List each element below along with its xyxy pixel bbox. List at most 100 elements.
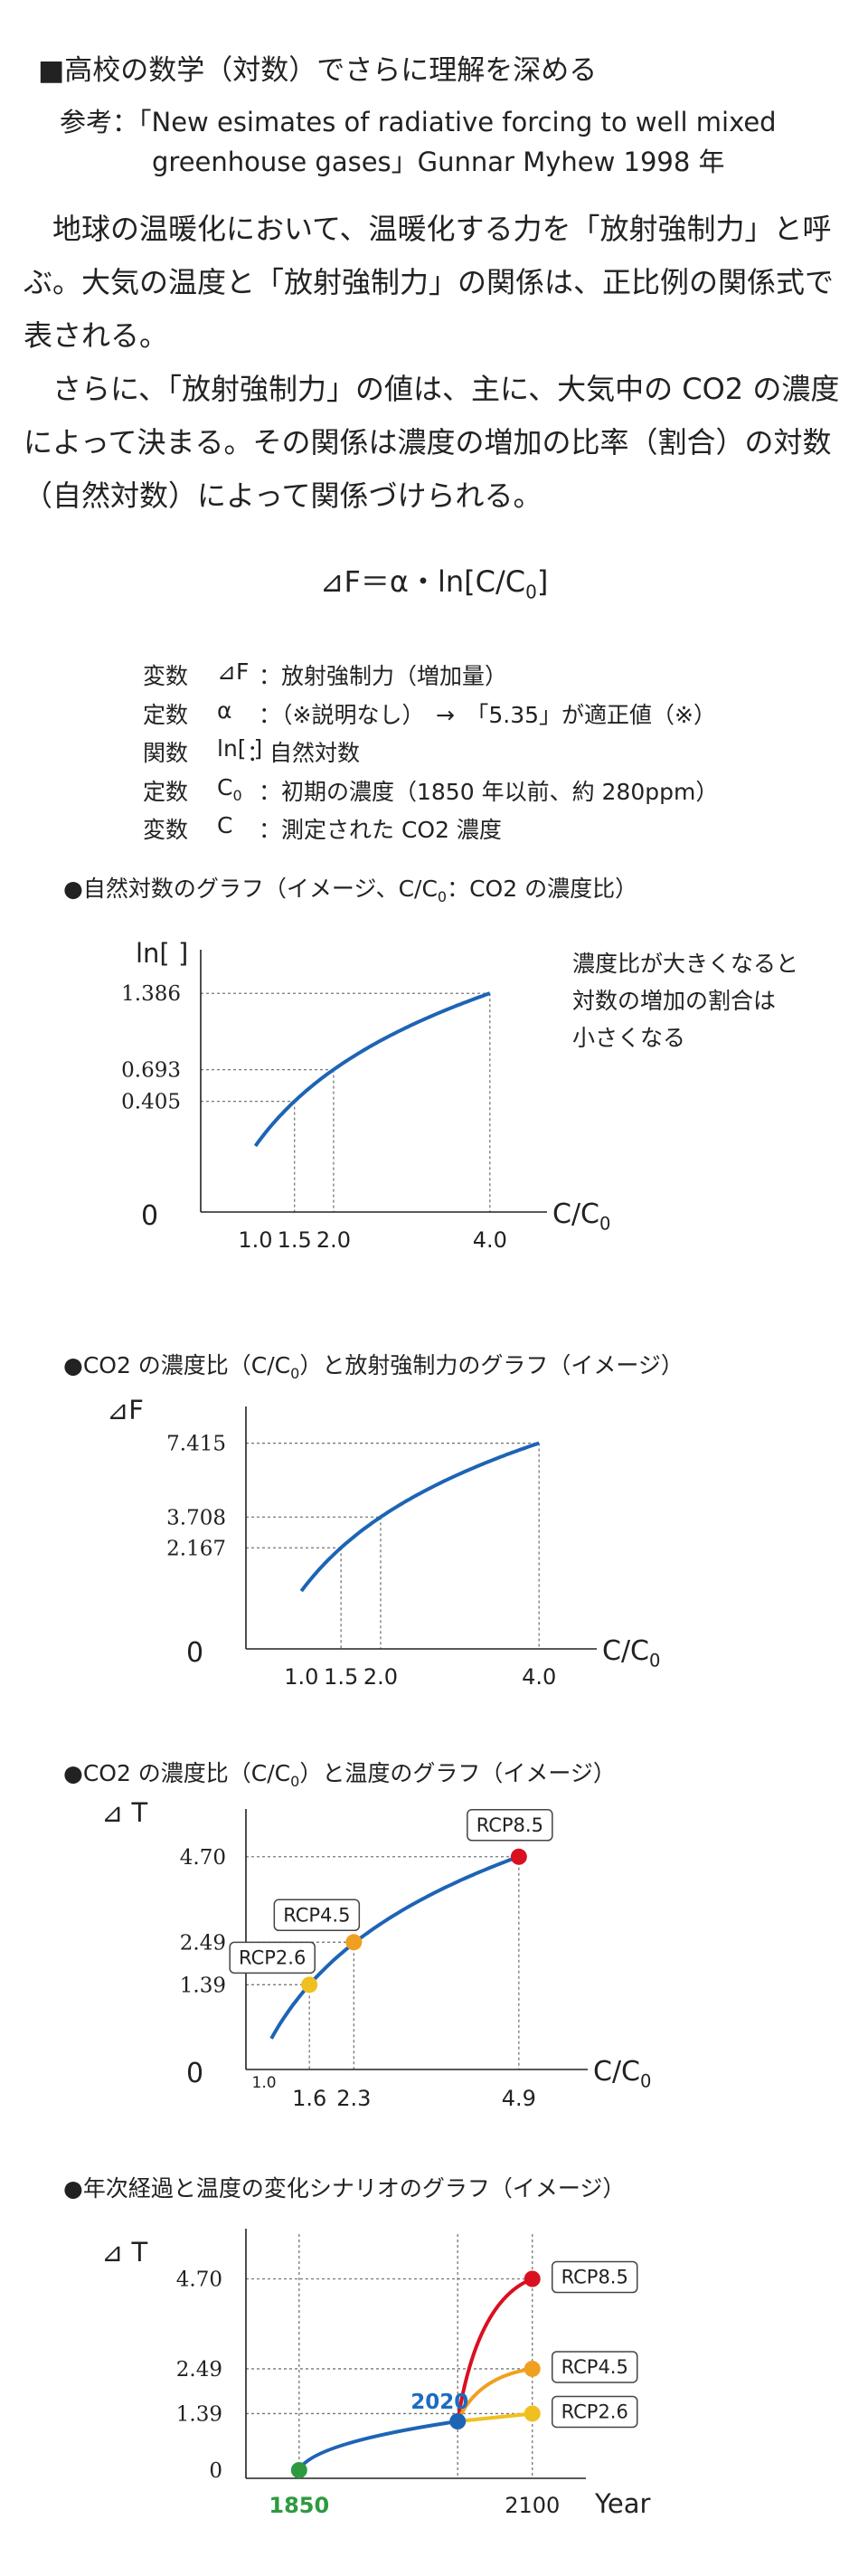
chart3-x-tick-label: 1.0 [252, 2074, 277, 2092]
paragraph-co2-log: さらに、「放射強制力」の値は、主に、大気中の CO2 の濃度によって決まる。その… [24, 372, 840, 513]
chart4-label-box [551, 2351, 638, 2383]
chart2-origin-label: 0 [186, 1637, 203, 1669]
formula-main: ⊿F＝α・ln[C/C [319, 564, 526, 599]
variable-desc: ：初期の濃度（1850 年以前、約 280ppm） [259, 779, 719, 805]
variable-symbol-main: C [217, 774, 233, 800]
chart1-natural-log: 0.405 0.693 1.386 1.0 1.5 2.0 4.0 0 C/C0 ln[ ] [0, 914, 868, 1257]
chart4-y-tick-label: 4.70 [176, 2268, 222, 2292]
chart3-point-rcp45 [345, 1934, 363, 1951]
chart4-svg: RCP8.5 RCP4.5 RCP2.6 2020 1850 2100 0 1.39 2.49 4… [101, 2229, 650, 2519]
chart4-label-2020: 2020 [410, 2391, 468, 2414]
chart1-annotation-line: 濃度比が大きくなると [572, 951, 799, 977]
chart3-title: ●CO2 の濃度比（C/C0）と温度のグラフ（イメージ） [63, 1756, 616, 1790]
chart4-scenario-end-point [524, 2360, 541, 2377]
chart2-y-tick-label: 2.167 [166, 1537, 226, 1560]
chart4-label-rcp85: RCP8.5 [561, 2267, 628, 2288]
chart3-x-label: C/C0 [593, 2056, 651, 2092]
chart2-radiative-forcing: 2.167 3.708 7.415 1.0 1.5 2.0 4.0 0 C/C0 ⊿F [0, 1384, 868, 1700]
chart2-x-tick-label: 1.5 [324, 1664, 358, 1690]
chart4-y-tick-label: 2.49 [176, 2358, 222, 2382]
variable-symbol-sub: 0 [232, 787, 242, 804]
chart4-point-2020 [449, 2413, 467, 2429]
chart4-scenario-rcp26 [457, 2411, 533, 2423]
variable-kind: 定数 [143, 702, 189, 728]
chart2-x-tick-label: 4.0 [522, 1664, 556, 1690]
paragraph-radiative-forcing: 地球の温暖化において、温暖化する力を「放射強制力」と呼ぶ。大気の温度と「放射強制… [24, 212, 835, 353]
chart4-y-label: ⊿ T [101, 2237, 148, 2268]
formula: ⊿F＝α・ln[C/C0] [0, 559, 868, 602]
chart3-x-label-sub: 0 [640, 2071, 651, 2092]
chart4-point-1850 [290, 2462, 307, 2478]
chart4-x-label: Year [594, 2488, 650, 2519]
chart1-annotation: 濃度比が大きくなると 対数の増加の割合は 小さくなる [572, 945, 798, 1056]
chart3-title-pre: ●CO2 の濃度比（C/C [63, 1760, 291, 1786]
chart3-svg: 1.392.494.701.01.6 2.3 4.90 C/C0⊿ TRCP2.6RC… [101, 1797, 651, 2111]
chart2-x-tick-label: 2.0 [363, 1664, 398, 1690]
variable-kind: 変数 [143, 663, 189, 689]
chart1-x-tick-label: 2.0 [316, 1227, 351, 1253]
reference-line-1: 参考：「New esimates of radiative forcing to… [60, 107, 777, 137]
chart1-annotation-line: 小さくなる [572, 1025, 686, 1051]
chart4-x-tick-label-2100: 2100 [505, 2493, 560, 2518]
chart1-x-tick-label: 4.0 [473, 1227, 507, 1253]
variable-symbol: C0 [217, 774, 242, 804]
variable-desc: ：測定された CO2 濃度 [259, 817, 502, 843]
chart3-y-tick-label: 4.70 [180, 1846, 226, 1870]
chart3-title-post: ）と温度のグラフ（イメージ） [299, 1760, 616, 1786]
chart3-temperature: 1.39 2.49 4.70 1.0 1.6 2.3 4.9 0 C/C0 ⊿ T RCP2.6 RC… [0, 1797, 868, 2117]
chart4-scenario-rcp85 [456, 2277, 533, 2422]
chart3-label-box [467, 1809, 553, 1842]
chart4-title: ●年次経過と温度の変化シナリオのグラフ（イメージ） [63, 2171, 625, 2203]
variable-desc: ：（※説明なし） → 「5.35」が適正値（※） [259, 702, 717, 728]
variable-symbol: C [217, 812, 233, 838]
chart3-label-rcp26: RCP2.6 [239, 1946, 306, 1968]
chart4-scenarios: RCP8.5 RCP4.5 RCP2.6 2020 1850 2100 0 1.39 2.49 4… [0, 2216, 868, 2519]
chart1-title-pre: ●自然対数のグラフ（イメージ、C/C [63, 876, 438, 902]
chart2-x-label: C/C0 [602, 1635, 660, 1672]
chart1-y-tick-label: 0.693 [121, 1059, 181, 1083]
chart3-origin-label: 0 [186, 2058, 203, 2089]
chart1-title: ●自然対数のグラフ（イメージ、C/C0：CO2 の濃度比） [63, 871, 637, 905]
chart2-title-pre: ●CO2 の濃度比（C/C [63, 1352, 291, 1378]
variable-desc: ：放射強制力（増加量） [259, 663, 508, 689]
chart4-title-pre: ●年次経過と温度の変化シナリオのグラフ（イメージ） [63, 2175, 626, 2202]
chart4-label-box [551, 2395, 638, 2429]
variable-desc: ：自然対数 [247, 740, 361, 766]
chart4-scenario-rcp45 [456, 2366, 533, 2422]
chart4-scenario-end-point [524, 2270, 541, 2287]
chart1-origin-label: 0 [141, 1200, 158, 1232]
chart2-title-post: ）と放射強制力のグラフ（イメージ） [299, 1352, 684, 1378]
chart3-y-tick-label: 1.39 [180, 1974, 226, 1997]
chart4-y-tick-label: 0 [209, 2459, 222, 2483]
chart4-label-box [551, 2260, 638, 2294]
chart1-y-tick-label: 1.386 [121, 982, 181, 1006]
chart1-x-tick-label: 1.0 [238, 1227, 272, 1253]
chart2-y-label: ⊿F [107, 1395, 144, 1425]
chart2-x-tick-label: 1.0 [284, 1664, 318, 1690]
chart2-title: ●CO2 の濃度比（C/C0）と放射強制力のグラフ（イメージ） [63, 1348, 684, 1382]
chart2-curve [299, 1441, 540, 1593]
chart3-x-tick-label: 4.9 [502, 2086, 536, 2111]
page-heading: ■高校の数学（対数）でさらに理解を深める [38, 54, 598, 87]
chart3-label-rcp45: RCP4.5 [283, 1904, 350, 1926]
chart1-curve [253, 991, 491, 1148]
chart1-x-tick-label: 1.5 [278, 1227, 312, 1253]
chart1-title-post: ：CO2 の濃度比） [447, 876, 638, 902]
chart4-x-tick-label-1850: 1850 [269, 2493, 329, 2518]
chart2-title-sub: 0 [290, 1365, 300, 1382]
chart4-label-rcp26: RCP2.6 [561, 2401, 628, 2422]
chart1-x-label-main: C/C [552, 1198, 599, 1230]
chart3-label-box [273, 1899, 361, 1932]
chart4-scenario-end-point [524, 2405, 541, 2422]
chart2-x-label-sub: 0 [649, 1651, 660, 1672]
variable-kind: 関数 [143, 740, 189, 766]
chart3-label-box [229, 1941, 316, 1975]
chart1-y-label: ln[ ] [136, 938, 188, 969]
chart2-x-label-main: C/C [602, 1635, 649, 1667]
chart3-x-tick-label: 1.6 [292, 2086, 326, 2111]
chart3-point-rcp85 [510, 1848, 527, 1865]
chart3-x-label-main: C/C [593, 2056, 640, 2088]
chart1-x-label-sub: 0 [599, 1214, 610, 1235]
chart3-x-tick-label: 2.3 [336, 2086, 371, 2111]
